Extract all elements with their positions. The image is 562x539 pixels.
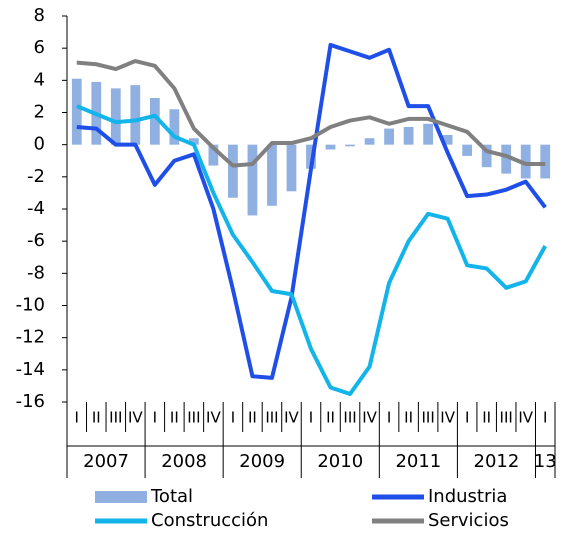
year-label: 2008 — [161, 451, 207, 472]
bar — [267, 144, 277, 206]
x-tick-label: IV — [518, 409, 533, 427]
x-tick-label: I — [153, 409, 157, 427]
x-tick-label: II — [248, 409, 257, 427]
y-tick-label: 0 — [34, 134, 45, 155]
bar — [481, 144, 492, 168]
bar — [130, 85, 141, 145]
legend-label: Industria — [428, 486, 507, 507]
year-label: 2009 — [239, 451, 285, 472]
bar — [149, 98, 160, 145]
x-tick-label: II — [482, 409, 491, 427]
year-label: 2010 — [317, 451, 363, 472]
y-tick-label: -8 — [27, 262, 45, 283]
x-tick-label: III — [109, 409, 122, 427]
bar — [384, 128, 394, 145]
x-tick-label: IV — [440, 409, 455, 427]
bar — [110, 88, 121, 145]
legend-swatch — [95, 491, 147, 503]
bar — [286, 144, 297, 192]
bar — [520, 144, 531, 179]
bar — [540, 144, 551, 179]
x-tick-label: III — [187, 409, 200, 427]
bar — [442, 135, 453, 145]
x-tick-label: II — [326, 409, 335, 427]
x-tick-label: I — [543, 409, 547, 427]
bar — [71, 78, 82, 145]
x-tick-label: IV — [362, 409, 377, 427]
x-tick-label: II — [404, 409, 413, 427]
year-label: 13 — [534, 451, 557, 472]
bar — [364, 138, 375, 145]
x-tick-label: IV — [128, 409, 143, 427]
bar — [345, 144, 355, 147]
x-tick-label: I — [465, 409, 469, 427]
x-tick-label: III — [343, 409, 356, 427]
x-tick-label: I — [309, 409, 313, 427]
y-tick-label: -2 — [27, 166, 45, 187]
x-tick-label: I — [387, 409, 391, 427]
x-tick-label: III — [265, 409, 278, 427]
y-tick-label: -4 — [27, 198, 45, 219]
bar — [208, 144, 219, 166]
x-tick-label: III — [500, 409, 513, 427]
y-tick-label: -6 — [27, 230, 45, 251]
y-tick-label: -12 — [16, 327, 45, 348]
x-tick-label: I — [75, 409, 79, 427]
y-tick-label: -10 — [16, 295, 45, 316]
bar — [169, 109, 180, 145]
y-tick-label: 8 — [34, 5, 45, 26]
legend-label: Servicios — [428, 510, 509, 531]
line — [75, 104, 547, 396]
bar — [403, 126, 414, 145]
bar — [228, 144, 238, 198]
year-label: 2007 — [83, 451, 129, 472]
legend-label: Construcción — [151, 510, 268, 531]
x-tick-label: IV — [284, 409, 299, 427]
y-tick-label: 6 — [34, 37, 45, 58]
y-tick-label: -16 — [16, 391, 45, 412]
bar — [325, 144, 336, 150]
line — [76, 42, 547, 380]
year-label: 2012 — [474, 451, 520, 472]
bar — [247, 144, 258, 216]
line — [76, 59, 546, 168]
y-tick-label: -14 — [16, 359, 45, 380]
x-tick-label: III — [421, 409, 434, 427]
legend-label: Total — [150, 486, 193, 507]
bar — [462, 144, 473, 156]
x-tick-label: I — [231, 409, 235, 427]
bar — [501, 144, 512, 174]
x-tick-label: II — [170, 409, 179, 427]
x-tick-label: II — [92, 409, 101, 427]
x-tick-label: IV — [206, 409, 221, 427]
bar — [189, 138, 199, 145]
y-tick-label: 4 — [34, 69, 45, 90]
bar — [423, 123, 433, 145]
year-label: 2011 — [395, 451, 441, 472]
y-tick-label: 2 — [34, 102, 45, 123]
